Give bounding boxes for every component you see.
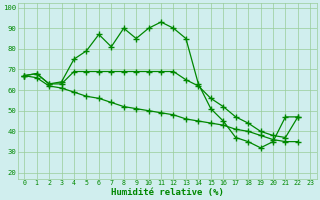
X-axis label: Humidité relative (%): Humidité relative (%)	[111, 188, 224, 197]
